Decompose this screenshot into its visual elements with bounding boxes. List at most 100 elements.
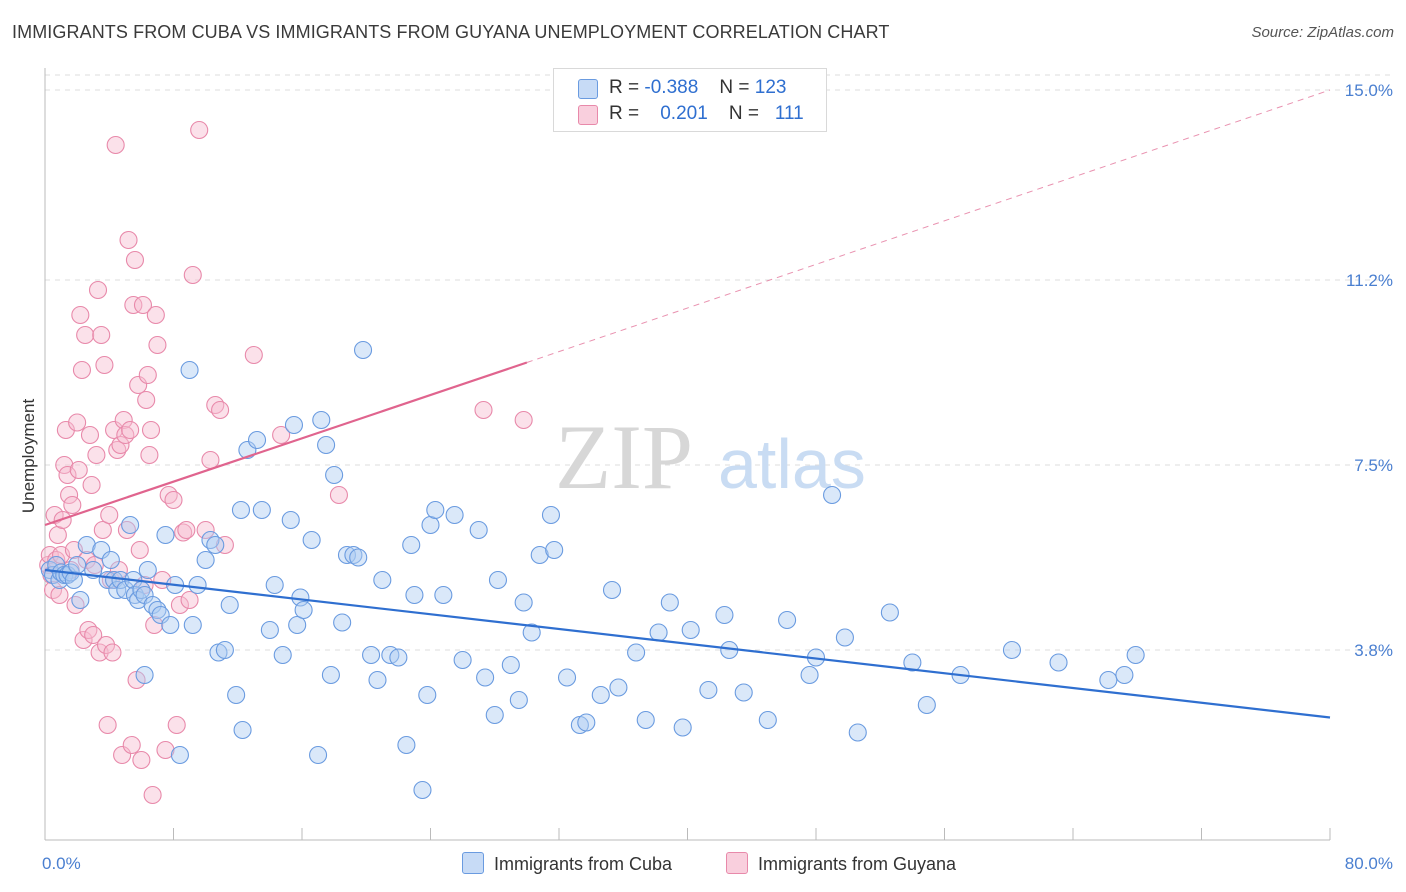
series-cuba-points (40, 340, 1145, 800)
guyana-point (329, 485, 348, 505)
guyana-point (111, 435, 130, 455)
cuba-point (362, 645, 381, 665)
cuba-point (903, 653, 922, 672)
cuba-point (247, 430, 267, 450)
cuba-point (488, 570, 508, 590)
cuba-point (800, 665, 819, 685)
cuba-point (699, 680, 718, 700)
cuba-point (501, 655, 520, 675)
cuba-point (389, 648, 408, 667)
cuba-point (337, 545, 357, 565)
legend-swatch-guyana (578, 105, 598, 125)
y-tick-label: 3.8% (1354, 641, 1393, 660)
cuba-point (333, 613, 352, 632)
cuba-point (161, 615, 180, 635)
guyana-point (183, 265, 202, 285)
guyana-point (108, 440, 127, 460)
source-label: Source: ZipAtlas.com (1251, 24, 1394, 41)
legend-r-value-guyana: 0.201 (660, 103, 708, 124)
cuba-point (92, 540, 111, 560)
cuba-point (649, 623, 668, 642)
cuba-point (368, 670, 387, 690)
guyana-point (190, 120, 209, 140)
axes (44, 68, 1331, 841)
cuba-point (206, 535, 225, 555)
guyana-point (60, 485, 79, 505)
guyana-point (140, 445, 159, 465)
guyana-point (100, 505, 119, 525)
cuba-point (353, 340, 373, 360)
guyana-point (90, 643, 109, 662)
cuba-point (485, 705, 504, 725)
cuba-point (778, 610, 797, 630)
cuba-point (302, 530, 321, 550)
bottom-legend-cuba: Immigrants from Cuba (462, 852, 672, 875)
cuba-point (660, 593, 679, 612)
guyana-point (113, 745, 132, 765)
cuba-point (265, 575, 284, 595)
cuba-point (227, 685, 246, 705)
cuba-point (880, 603, 899, 622)
legend-n-value-guyana: 111 (774, 103, 804, 124)
guyana-point (106, 135, 125, 155)
guyana-point (156, 740, 175, 760)
guyana-point (133, 295, 153, 315)
cuba-point (138, 560, 157, 580)
cuba-point (349, 548, 368, 567)
guyana-point (474, 400, 493, 420)
cuba-point (220, 595, 239, 615)
cuba-point (397, 735, 416, 755)
guyana-point (514, 410, 533, 430)
cuba-trend-line (44, 568, 1331, 719)
cuba-point (405, 585, 424, 605)
cuba-point (627, 643, 646, 662)
series-guyana-points (39, 120, 533, 805)
cuba-point (71, 590, 90, 610)
cuba-point (121, 515, 140, 535)
guyana-point (50, 585, 69, 605)
gridlines (45, 74, 1392, 651)
guyana-point (137, 390, 156, 410)
guyana-point (92, 325, 111, 345)
guyana-point (159, 485, 178, 505)
cuba-point (835, 628, 854, 647)
cuba-point (1049, 653, 1068, 672)
legend-r-label: R = (609, 103, 640, 124)
legend-n-label: N = (719, 77, 750, 98)
guyana-point (71, 305, 90, 325)
cuba-point (848, 723, 867, 742)
guyana-point (76, 325, 95, 345)
cuba-point (317, 435, 336, 455)
cuba-point (201, 530, 220, 550)
legend-swatch-cuba (578, 79, 598, 99)
y-axis-label: Unemployment (19, 399, 38, 514)
guyana-point (180, 590, 199, 610)
bottom-legend-label-cuba: Immigrants from Cuba (494, 854, 673, 874)
guyana-point (122, 735, 141, 755)
cuba-point (170, 745, 189, 765)
cuba-point (509, 690, 528, 710)
guyana-point (272, 425, 291, 445)
cuba-point (522, 623, 541, 642)
guyana-point (170, 595, 189, 615)
cuba-point (252, 500, 271, 520)
x-tick-label: 80.0% (1345, 854, 1393, 873)
y-tick-label: 11.2% (1346, 271, 1393, 290)
legend-n-value-cuba: 123 (754, 77, 787, 98)
cuba-point (545, 540, 564, 560)
y-tick-label: 7.5% (1354, 456, 1393, 475)
cuba-point (1126, 645, 1145, 665)
guyana-point (141, 420, 161, 440)
guyana-point (129, 375, 148, 395)
cuba-point (476, 668, 495, 687)
cuba-point (602, 580, 622, 600)
guyana-point (88, 280, 108, 300)
cuba-point (758, 710, 777, 730)
cuba-point (233, 720, 252, 740)
x-tick-label: 0.0% (42, 854, 81, 873)
legend-r-label: R = (609, 77, 640, 98)
guyana-point (98, 715, 117, 735)
cuba-point (231, 500, 251, 520)
cuba-point (418, 685, 437, 705)
guyana-trend-line (44, 361, 528, 527)
